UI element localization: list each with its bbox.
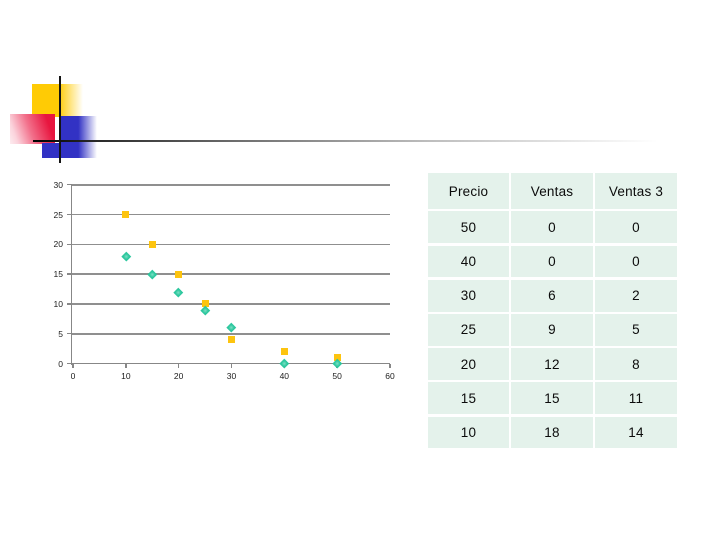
data-point-square <box>201 300 209 308</box>
y-axis-tick-label: 5 <box>58 328 63 339</box>
x-axis-tick-label: 30 <box>226 370 237 381</box>
data-point-diamond <box>147 269 157 279</box>
table-cell: 6 <box>511 279 593 312</box>
chart-gridline <box>70 213 390 216</box>
data-point-square <box>175 270 183 278</box>
table-cell: 5 <box>595 313 677 346</box>
chart-x-tick <box>230 364 233 368</box>
chart-y-tick <box>66 243 71 246</box>
x-axis-tick-label: 50 <box>332 370 342 381</box>
table-cell: 15 <box>428 382 509 415</box>
table-header-ventas: Ventas <box>511 173 593 209</box>
y-axis-tick-label: 30 <box>53 179 63 190</box>
data-point-square <box>280 348 288 356</box>
chart-gridline <box>70 184 390 186</box>
table-header-precio: Precio <box>428 173 509 209</box>
table-cell: 0 <box>595 245 677 278</box>
table-cell: 20 <box>428 348 509 380</box>
table-cell: 25 <box>428 313 509 346</box>
table-cell: 0 <box>595 211 677 244</box>
table-cell: 40 <box>428 245 509 278</box>
data-point-diamond <box>173 287 184 297</box>
table-cell: 12 <box>511 348 593 380</box>
data-point-square <box>148 240 156 248</box>
chart-y-tick <box>66 333 71 335</box>
table-cell: 0 <box>511 245 593 278</box>
decoration-vertical-line <box>58 76 62 163</box>
table-cell: 11 <box>595 382 677 415</box>
decoration-horizontal-line <box>33 140 670 143</box>
x-axis-tick-label: 40 <box>279 370 290 381</box>
table-cell: 10 <box>428 416 509 449</box>
chart-y-tick <box>66 303 71 305</box>
table-cell: 2 <box>595 279 677 312</box>
data-table[interactable]: Precio Ventas Ventas 3 50 0 0 40 0 0 30 6 2 25 9 5 20 12… <box>428 173 677 449</box>
chart-x-tick <box>177 364 180 368</box>
table-header-ventas-3: Ventas 3 <box>595 173 677 209</box>
data-point-diamond <box>279 358 289 369</box>
table-cell: 50 <box>428 211 509 244</box>
chart-gridline <box>70 273 390 275</box>
x-axis-tick-label: 20 <box>173 370 184 381</box>
y-axis-tick-label: 0 <box>58 358 63 369</box>
data-point-diamond <box>121 251 131 261</box>
chart-gridline <box>70 333 390 335</box>
chart-y-tick <box>66 213 71 216</box>
y-axis-tick-label: 10 <box>53 298 63 309</box>
decoration-yellow-square <box>32 84 83 117</box>
y-axis-tick-label: 25 <box>53 209 63 220</box>
table-cell: 14 <box>595 416 677 449</box>
data-point-square <box>227 336 235 344</box>
decoration-red-square <box>10 114 55 144</box>
decoration-blue-square <box>61 116 97 158</box>
table-cell: 18 <box>511 416 593 449</box>
chart-gridline <box>70 243 390 246</box>
x-axis-tick-label: 60 <box>385 370 395 381</box>
chart-x-tick <box>72 364 74 368</box>
table-cell: 15 <box>511 382 593 415</box>
x-axis-tick-label: 0 <box>70 370 76 381</box>
table-cell: 8 <box>595 348 677 380</box>
chart-x-tick <box>389 364 391 368</box>
x-axis-tick-label: 10 <box>121 370 131 381</box>
y-axis-tick-label: 15 <box>53 269 63 280</box>
chart-gridline <box>70 303 390 305</box>
decoration-blue-notch <box>42 143 62 158</box>
table-cell: 30 <box>428 279 509 312</box>
table-cell: 0 <box>511 211 593 244</box>
chart-y-tick <box>66 273 71 275</box>
chart-x-axis <box>70 362 390 365</box>
chart-y-tick <box>66 184 71 186</box>
data-point-square <box>122 211 130 219</box>
y-axis-tick-label: 20 <box>53 239 63 250</box>
chart-y-axis <box>70 184 73 365</box>
table-cell: 9 <box>511 313 593 346</box>
chart-y-tick <box>66 362 71 365</box>
data-point-diamond <box>226 323 237 333</box>
data-point-square <box>333 354 341 362</box>
chart-x-tick <box>125 364 127 368</box>
